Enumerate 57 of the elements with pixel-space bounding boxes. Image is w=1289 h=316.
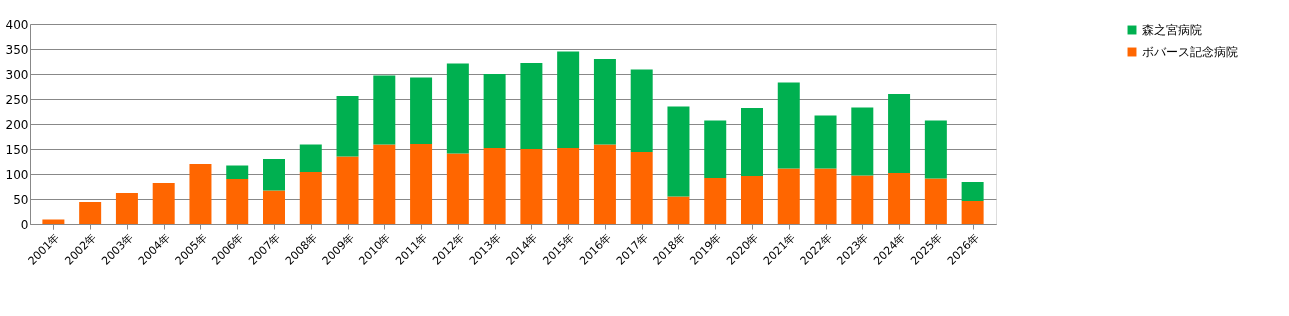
- bar: [336, 156, 359, 224]
- bar: [446, 153, 469, 224]
- bar: [777, 82, 800, 169]
- bar: [888, 173, 911, 224]
- legend-label: ボバース記念病院: [1142, 45, 1238, 59]
- y-tick-label: 250: [5, 92, 29, 107]
- bar: [152, 183, 175, 224]
- bar: [814, 115, 837, 169]
- bar: [593, 144, 616, 224]
- bar: [446, 63, 469, 154]
- y-tick-label: 350: [5, 42, 29, 57]
- y-tick-label: 100: [5, 167, 29, 182]
- bar: [520, 63, 543, 149]
- bar: [79, 202, 102, 224]
- bar: [630, 69, 653, 152]
- bar: [741, 176, 763, 224]
- bar: [888, 94, 911, 173]
- bar: [704, 178, 727, 224]
- bar: [226, 165, 249, 179]
- bar: [557, 148, 580, 224]
- bar: [483, 148, 506, 224]
- bar: [593, 59, 616, 145]
- bar: [924, 120, 947, 179]
- bar: [851, 175, 874, 224]
- y-tick-label: 0: [20, 217, 29, 232]
- bar: [777, 168, 800, 224]
- bar: [483, 74, 506, 148]
- bar: [520, 149, 543, 224]
- bar: [961, 182, 984, 201]
- legend-label: 森之宮病院: [1142, 23, 1202, 37]
- y-tick-label: 50: [13, 192, 29, 207]
- bar: [814, 168, 837, 224]
- bar: [741, 108, 763, 176]
- y-tick-label: 300: [5, 67, 29, 82]
- bar: [263, 159, 285, 191]
- bar: [961, 201, 984, 224]
- bar: [336, 96, 359, 157]
- bar: [299, 172, 322, 224]
- bar: [410, 144, 433, 224]
- y-tick-label: 400: [5, 17, 29, 32]
- bar: [226, 179, 249, 224]
- bar: [667, 106, 690, 197]
- bar: [667, 196, 690, 224]
- bar: [851, 107, 874, 176]
- bar: [704, 120, 727, 178]
- bar: [115, 193, 138, 224]
- bar: [410, 77, 433, 144]
- y-tick-label: 150: [5, 142, 29, 157]
- bar: [557, 51, 580, 148]
- bar: [373, 144, 396, 224]
- bar: [263, 190, 285, 224]
- bar: [373, 75, 396, 145]
- bar: [299, 144, 322, 172]
- y-tick-label: 200: [5, 117, 29, 132]
- bar: [924, 178, 947, 224]
- bar: [189, 164, 212, 224]
- bar: [630, 152, 653, 224]
